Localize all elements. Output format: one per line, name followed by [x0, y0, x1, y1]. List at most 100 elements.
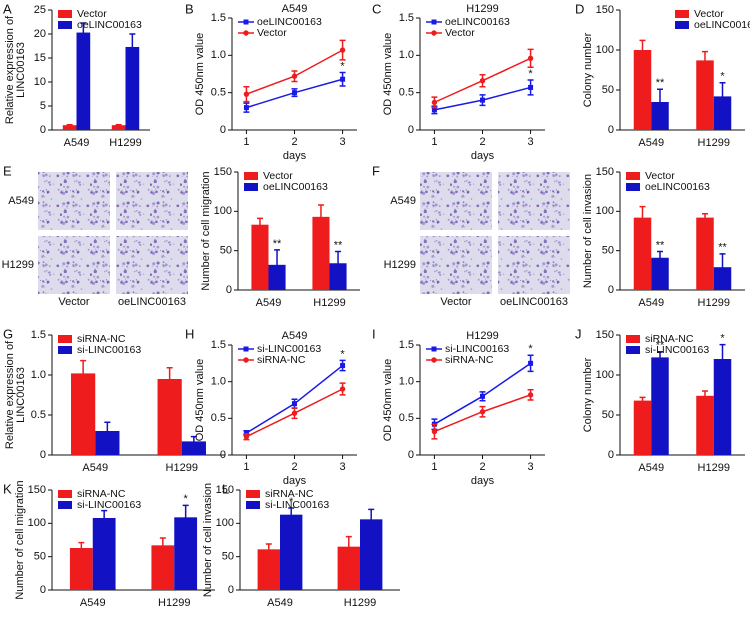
y-tick-label: 50 — [222, 551, 234, 563]
panel-letter: I — [372, 326, 376, 341]
error-bar — [78, 541, 85, 555]
y-axis-label: Number of cell invasion — [202, 483, 214, 597]
marker — [431, 107, 437, 113]
legend-label: Vector — [445, 27, 475, 39]
marker — [243, 346, 249, 352]
significance: ** — [656, 239, 665, 251]
significance: ** — [334, 239, 343, 251]
bar — [280, 514, 303, 590]
micrograph — [420, 172, 492, 230]
x-tick-label: H1299 — [313, 297, 345, 309]
error-bar — [182, 504, 189, 531]
y-tick-label: 1.0 — [399, 49, 414, 61]
marker — [243, 105, 249, 111]
marker — [292, 401, 297, 407]
micrograph — [498, 172, 570, 230]
error-bar — [368, 508, 375, 531]
y-tick-label: 150 — [28, 484, 46, 496]
x-tick-label: H1299 — [166, 462, 198, 474]
error-bar — [639, 205, 646, 230]
x-tick-label: 1 — [243, 136, 249, 148]
y-tick-label: 100 — [596, 205, 614, 217]
legend-label: siRNA-NC — [265, 488, 314, 500]
y-tick-label: 1.5 — [31, 329, 46, 341]
marker — [528, 360, 534, 366]
y-tick-label: 100 — [596, 44, 614, 56]
bar — [633, 400, 652, 455]
y-axis-label: Colony number — [582, 32, 594, 107]
panel-letter: A — [3, 1, 12, 16]
x-tick-label: A549 — [267, 597, 293, 609]
marker — [339, 386, 346, 392]
y-tick-label: 0 — [408, 449, 414, 461]
y-tick-label: 1.0 — [31, 369, 46, 381]
panel-letter: F — [372, 163, 380, 178]
error-bar — [639, 396, 646, 405]
panel-letter: E — [3, 163, 12, 178]
bar — [174, 517, 198, 590]
y-tick-label: 0.5 — [399, 412, 414, 424]
chart-title: H1299 — [466, 3, 498, 15]
marker — [243, 19, 249, 25]
y-tick-label: 0.5 — [211, 87, 226, 99]
error-bar — [702, 212, 708, 223]
y-tick-label: 25 — [34, 4, 46, 16]
legend-label: Vector — [257, 27, 287, 39]
y-tick-label: 0.5 — [399, 87, 414, 99]
x-tick-label: H1299 — [698, 297, 730, 309]
y-tick-label: 0 — [226, 284, 232, 296]
error-bar — [719, 82, 726, 111]
significance: ** — [718, 242, 727, 254]
marker — [340, 76, 346, 82]
y-tick-label: 0.5 — [211, 412, 226, 424]
micrograph — [38, 172, 110, 230]
error-bar — [657, 88, 663, 116]
bar — [62, 125, 77, 130]
legend-label: si-LINC00163 — [265, 499, 329, 511]
y-tick-label: 150 — [596, 329, 614, 341]
y-axis-label: OD 450nm value — [194, 33, 206, 116]
error-bar — [657, 351, 663, 364]
x-tick-label: H1299 — [698, 462, 730, 474]
error-bar — [702, 390, 708, 402]
legend-label: si-LINC00163 — [257, 343, 321, 355]
error-bar — [256, 217, 263, 232]
y-axis-label: Number of cell invasion — [582, 174, 594, 288]
marker — [431, 357, 437, 363]
y-tick-label: 150 — [596, 166, 614, 178]
y-axis-label: LINC00163 — [15, 367, 27, 423]
legend-label: siRNA-NC — [77, 333, 126, 345]
bar — [92, 518, 116, 590]
significance: * — [340, 60, 345, 72]
error-bar — [274, 249, 281, 281]
panel-letter: J — [575, 326, 582, 341]
x-axis-label: days — [471, 150, 495, 162]
significance: * — [720, 333, 725, 345]
bar — [651, 257, 669, 290]
bar — [251, 224, 269, 290]
legend-swatch — [58, 490, 72, 498]
error-bar — [80, 359, 87, 387]
bar — [329, 263, 347, 290]
error-bar — [190, 435, 197, 447]
y-tick-label: 1.5 — [399, 339, 414, 351]
y-tick-label: 50 — [602, 245, 614, 257]
legend-label: si-LINC00163 — [77, 344, 141, 356]
y-tick-label: 0 — [220, 124, 226, 136]
legend-swatch — [58, 335, 72, 343]
image-row-label: H1299 — [384, 259, 416, 271]
legend-label: oeLINC00163 — [77, 19, 142, 31]
marker — [527, 55, 534, 62]
marker — [431, 30, 437, 36]
error-bar — [702, 50, 708, 70]
y-axis-label: Colony number — [582, 357, 594, 432]
marker — [243, 433, 250, 440]
legend-swatch — [675, 21, 689, 29]
error-bar — [719, 253, 726, 282]
marker — [480, 97, 485, 103]
y-tick-label: 50 — [220, 245, 232, 257]
y-axis-label: Relative expression of — [4, 340, 16, 449]
micrograph — [498, 236, 570, 294]
legend-swatch — [244, 183, 258, 191]
image-col-label: Vector — [440, 296, 472, 308]
